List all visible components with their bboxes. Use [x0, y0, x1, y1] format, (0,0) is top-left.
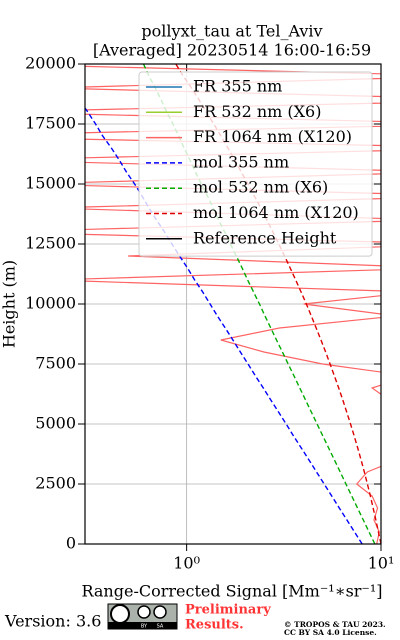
x-tick-label: 10⁰	[173, 554, 200, 573]
legend-label: mol 1064 nm (X120)	[193, 203, 359, 222]
preliminary: Preliminary	[185, 603, 271, 618]
legend-label: FR 355 nm	[193, 77, 282, 96]
profile-line	[85, 106, 363, 544]
copyright: © TROPOS & TAU 2023.	[284, 620, 386, 629]
legend-label: mol 355 nm	[193, 152, 289, 171]
logo-text: BY	[141, 624, 148, 630]
preliminary: Results.	[185, 618, 244, 633]
chart-title: pollyxt_tau at Tel_Aviv	[141, 22, 322, 41]
logo-text: SA	[157, 624, 164, 630]
y-tick-label: 2500	[35, 474, 76, 493]
profile-line	[175, 64, 381, 544]
y-tick-label: 10000	[25, 294, 76, 313]
legend-label: FR 1064 nm (X120)	[193, 127, 352, 146]
x-axis-label: Range-Corrected Signal [Mm⁻¹∗sr⁻¹]	[81, 582, 382, 601]
legend-box	[138, 71, 373, 257]
legend-label: Reference Height	[193, 228, 337, 247]
legend-label: FR 532 nm (X6)	[193, 102, 321, 121]
y-tick-label: 5000	[35, 414, 76, 433]
plot-frame	[84, 63, 382, 545]
legend-label: mol 532 nm (X6)	[193, 178, 328, 197]
y-axis-label: Height (m)	[0, 260, 19, 348]
y-tick-label: 20000	[25, 54, 76, 73]
y-tick-label: 0	[66, 534, 76, 553]
chart-subtitle: [Averaged] 20230514 16:00-16:59	[93, 41, 371, 60]
y-tick-label: 17500	[25, 114, 76, 133]
y-tick-label: 7500	[35, 354, 76, 373]
y-tick-label: 15000	[25, 174, 76, 193]
version: Version: 3.6	[4, 612, 101, 631]
copyright: CC BY SA 4.0 License.	[284, 628, 377, 637]
y-tick-label: 12500	[25, 234, 76, 253]
x-tick-label: 10¹	[368, 554, 395, 573]
cc-logo: BY SA	[107, 603, 178, 630]
